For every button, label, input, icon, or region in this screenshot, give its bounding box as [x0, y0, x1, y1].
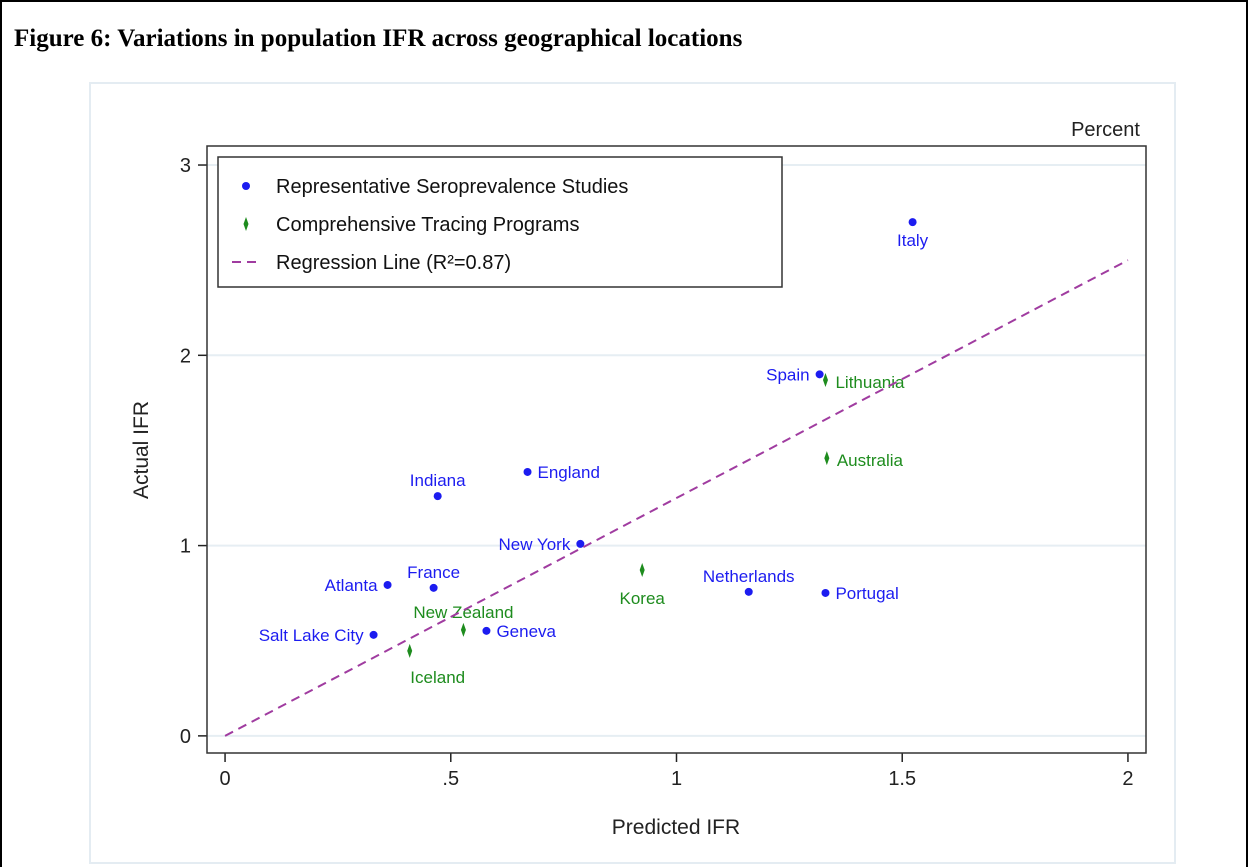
- point-label: New York: [499, 535, 571, 554]
- figure-title: Figure 6: Variations in population IFR a…: [14, 25, 743, 52]
- legend-label: Representative Seroprevalence Studies: [276, 176, 628, 198]
- point: [815, 370, 824, 379]
- point: [429, 583, 438, 592]
- point-label: Indiana: [410, 471, 466, 490]
- x-tick-label: 0: [219, 768, 230, 790]
- point-label: Iceland: [410, 668, 465, 687]
- legend-box: [217, 156, 783, 288]
- point-label: Portugal: [835, 584, 898, 603]
- x-tick-label: .5: [442, 768, 459, 790]
- point: [460, 622, 466, 637]
- point-label: England: [538, 463, 600, 482]
- point: [908, 218, 917, 227]
- regression-line: [224, 259, 1129, 737]
- point-label: France: [407, 563, 460, 582]
- x-tick-label: 1.5: [888, 768, 916, 790]
- legend-swatch: [242, 182, 250, 190]
- plot-frame: [206, 145, 1147, 754]
- annotation: Percent: [1071, 119, 1140, 141]
- point: [744, 587, 753, 596]
- point: [383, 580, 392, 589]
- point: [639, 562, 645, 577]
- point-label: Australia: [837, 451, 904, 470]
- point: [523, 467, 532, 476]
- point: [433, 492, 442, 501]
- point-label: New Zealand: [413, 603, 513, 622]
- point: [482, 626, 491, 635]
- point: [824, 451, 830, 466]
- legend-label: Regression Line (R²=0.87): [276, 252, 511, 274]
- point: [822, 373, 828, 388]
- point: [369, 630, 378, 639]
- legend-label: Comprehensive Tracing Programs: [276, 214, 579, 236]
- point-label: Salt Lake City: [259, 626, 364, 645]
- y-tick-label: 0: [180, 726, 191, 748]
- point: [576, 539, 585, 548]
- point-label: Netherlands: [703, 567, 795, 586]
- point-label: Korea: [620, 589, 666, 608]
- y-tick-label: 3: [180, 155, 191, 177]
- x-axis-label: Predicted IFR: [612, 816, 740, 839]
- legend-swatch: [243, 217, 249, 231]
- point-label: Geneva: [496, 622, 556, 641]
- point-label: Atlanta: [325, 576, 378, 595]
- point-label: Italy: [897, 231, 929, 250]
- y-axis-label: Actual IFR: [130, 401, 153, 499]
- y-tick-label: 1: [180, 536, 191, 558]
- point-label: Lithuania: [835, 373, 905, 392]
- point-label: Spain: [766, 365, 809, 384]
- point: [821, 588, 830, 597]
- x-tick-label: 2: [1122, 768, 1133, 790]
- x-tick-label: 1: [671, 768, 682, 790]
- y-tick-label: 2: [180, 345, 191, 367]
- point: [407, 643, 413, 658]
